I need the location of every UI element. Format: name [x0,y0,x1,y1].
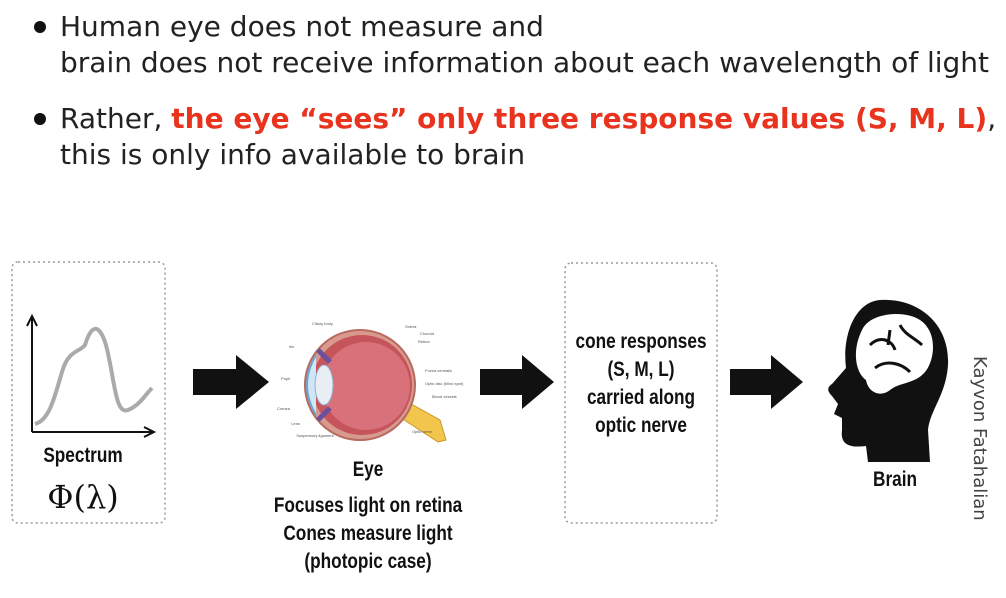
box [11,261,166,524]
highlight: the eye “sees” only three response value… [171,102,987,135]
caption: (photopic case) [304,551,431,574]
eye-illustration [304,329,447,443]
bullet-line: Human eye does not measure and [60,10,544,43]
cone-text: optic nerve [595,415,687,438]
text: , and [987,102,1006,135]
anatomy-label: Pupil [281,376,290,381]
anatomy-label: Cornea [277,406,291,411]
anatomy-label: Ciliary body [312,321,333,326]
bullet-dot [34,113,46,125]
cone-text: cone responses [575,331,706,354]
arrow [730,355,803,409]
arrow [480,355,554,409]
arrow [193,355,269,409]
anatomy-label: Blood vessels [432,394,457,399]
author: Kayvon Fatahalian [969,356,990,521]
spectrum-curve [34,326,154,426]
bullet-line: this is only info available to brain [60,138,525,171]
box [564,262,718,524]
anatomy-label: Iris [289,344,294,349]
brain-icon [828,299,949,462]
formula: Φ(λ) [47,478,118,516]
anatomy-label: Choroid [420,331,434,336]
cone-text: carried along [587,387,695,410]
anatomy-label: Retina [418,339,430,344]
bullet-dot [34,21,46,33]
cone-text: (S, M, L) [608,359,675,382]
anatomy-label: Optic disc (blind spot) [425,381,464,386]
anatomy-label: Suspensory ligament [296,433,334,438]
label: Eye [353,459,384,482]
bullet-line: Rather, the eye “sees” only three respon… [60,102,1006,135]
anatomy-label: Fovea centralis [425,368,452,373]
caption: Cones measure light [283,523,453,546]
axes [26,313,157,438]
anatomy-label: Lens [291,421,300,426]
anatomy-label: Sclera [405,324,417,329]
anatomy-label: Optic nerve [412,429,433,434]
text: Rather, [60,102,171,135]
label: Brain [873,469,917,492]
label: Spectrum [43,445,122,468]
caption: Focuses light on retina [274,495,463,518]
bullet-line: brain does not receive information about… [60,46,989,79]
